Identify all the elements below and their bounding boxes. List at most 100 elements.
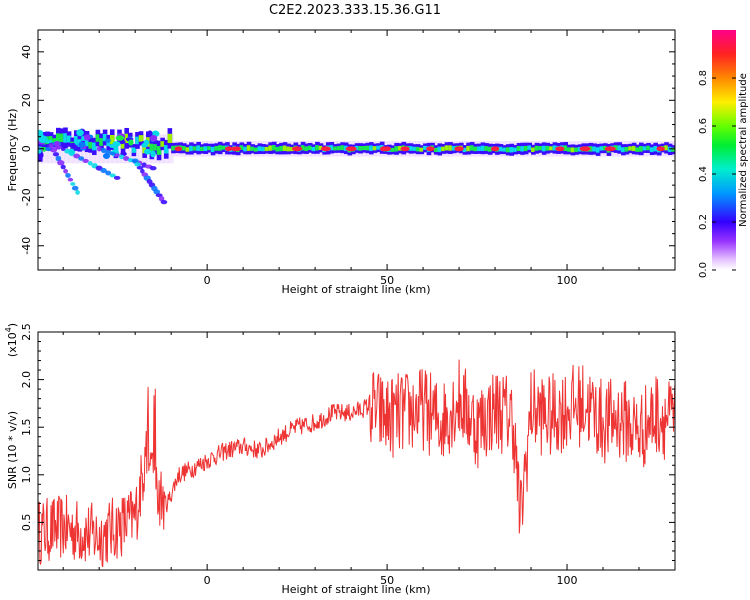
heatmap-cell: [513, 147, 518, 152]
heatmap-cell: [131, 158, 139, 164]
heatmap-cell: [75, 190, 80, 195]
heatmap-cell: [48, 143, 54, 149]
heatmap-cell: [45, 139, 53, 144]
snr-frame: [37, 331, 676, 571]
heatmap-cell: [189, 145, 194, 152]
heatmap-cell: [50, 147, 58, 153]
spectrogram-heatmap: [38, 127, 680, 205]
heatmap-cell: [541, 145, 547, 152]
heatmap-cell: [109, 151, 117, 156]
heatmap-cell: [167, 134, 174, 164]
heatmap-cell: [192, 146, 198, 151]
heatmap-cell: [291, 146, 303, 152]
heatmap-cell: [538, 145, 543, 151]
heatmap-cell: [52, 138, 57, 144]
colorbar-ticks: 0.0 0.2 0.4 0.6 0.8: [698, 70, 736, 278]
heatmap-cell: [257, 146, 263, 152]
snr-scale-factor: (x104): [4, 323, 19, 357]
heatmap-cell: [433, 147, 439, 153]
heatmap-cell: [376, 145, 381, 150]
heatmap-cell: [123, 156, 130, 161]
heatmap-cell: [55, 133, 61, 143]
heatmap-cell: [592, 146, 597, 152]
heatmap-cell: [448, 145, 453, 151]
heatmap-cell: [142, 145, 147, 154]
snr-ylabel: SNR (10 * v/v): [6, 411, 19, 489]
heatmap-cell: [84, 136, 90, 147]
snr-x-tick-label: 0: [204, 574, 211, 587]
heatmap-cell: [534, 145, 540, 151]
heatmap-cell: [105, 138, 111, 143]
heatmap-cell: [268, 145, 273, 151]
heatmap-cell: [149, 165, 157, 171]
heatmap-cell: [149, 143, 155, 154]
heatmap-cell: [140, 168, 145, 174]
spectrogram-y-tick-label: 40: [20, 45, 33, 59]
heatmap-cell: [141, 142, 148, 148]
heatmap-cell: [160, 200, 168, 205]
heatmap-cell: [124, 134, 131, 164]
spectrogram-xlabel: Height of straight line (km): [281, 283, 430, 296]
heatmap-cell: [617, 145, 623, 151]
heatmap-cell: [444, 145, 450, 151]
heatmap-cell: [199, 146, 205, 152]
heatmap-cell: [65, 173, 71, 178]
heatmap-cell: [135, 136, 140, 145]
heatmap-cell: [59, 133, 65, 143]
snr-scale-close: ): [6, 323, 19, 327]
heatmap-cell: [340, 145, 345, 151]
heatmap-cell: [66, 135, 72, 143]
figure-title: C2E2.2023.333.15.36.G11: [269, 3, 441, 18]
heatmap-cell: [671, 147, 675, 152]
heatmap-cell: [102, 153, 111, 159]
heatmap-cell: [88, 141, 93, 149]
heatmap-cell: [119, 154, 125, 160]
heatmap-cell: [55, 155, 62, 162]
heatmap-cell: [509, 147, 515, 153]
heatmap-cell: [604, 146, 616, 152]
heatmap-cell: [656, 146, 665, 152]
heatmap-cell: [567, 147, 572, 152]
heatmap-cell: [642, 146, 648, 151]
heatmap-cell: [419, 147, 425, 152]
heatmap-cell: [361, 145, 367, 151]
heatmap-cell: [185, 147, 191, 152]
heatmap-cell: [70, 182, 76, 186]
heatmap-cell: [675, 145, 680, 155]
heatmap-cell: [69, 142, 76, 149]
snr-y-tick-label: 2.0: [20, 371, 33, 389]
heatmap-cell: [635, 147, 641, 152]
heatmap-cell: [549, 146, 554, 151]
colorbar-gradient: [712, 30, 736, 270]
heatmap-cell: [174, 146, 183, 152]
colorbar-tick-label: 0.2: [698, 214, 709, 230]
heatmap-cell: [639, 146, 644, 152]
heatmap-cell: [437, 146, 443, 153]
heatmap-cell: [613, 145, 619, 150]
snr-scale-exponent: 4: [4, 327, 13, 332]
heatmap-cell: [69, 151, 75, 156]
heatmap-cell: [279, 146, 284, 152]
heatmap-cell: [102, 133, 108, 142]
heatmap-cell: [469, 145, 475, 151]
heatmap-cell: [214, 146, 219, 151]
heatmap-cell: [64, 148, 72, 154]
spectrogram-y-tick-label: -40: [20, 237, 33, 255]
heatmap-cell: [203, 146, 209, 152]
heatmap-cell: [649, 147, 655, 153]
colorbar-tick-label: 0.0: [698, 262, 709, 278]
heatmap-cell: [579, 146, 591, 152]
heatmap-cell: [315, 145, 320, 151]
colorbar-tick-label: 0.8: [698, 70, 709, 86]
heatmap-cell: [91, 142, 97, 151]
heatmap-cell: [621, 147, 626, 153]
spectrogram-x-tick-label: 50: [380, 274, 394, 287]
spectrogram-y-tick-label: -20: [20, 188, 33, 206]
heatmap-cell: [451, 146, 457, 151]
heatmap-cell: [78, 141, 86, 148]
heatmap-cell: [358, 146, 363, 151]
heatmap-cell: [466, 145, 471, 152]
heatmap-cell: [136, 165, 144, 170]
heatmap-cell: [365, 145, 371, 151]
heatmap-cell: [82, 158, 89, 163]
